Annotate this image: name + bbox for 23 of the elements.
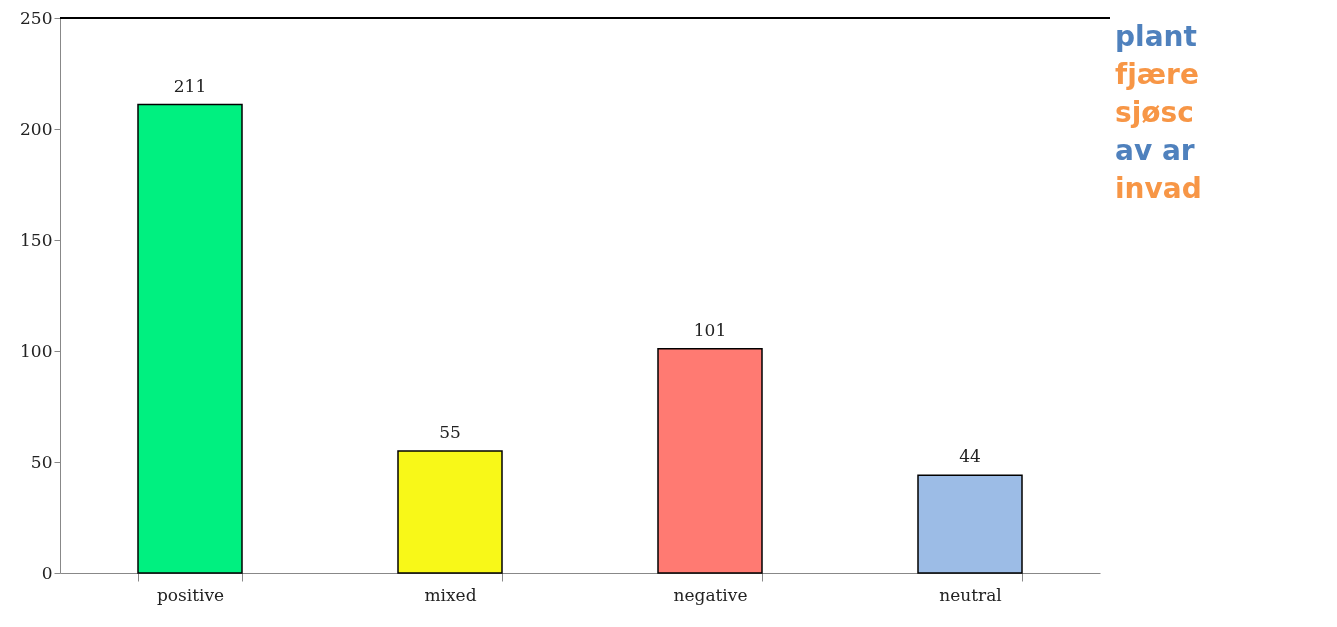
y-tick-label: 250 <box>20 7 53 28</box>
data-label: 101 <box>693 319 727 340</box>
y-tick-label: 150 <box>20 229 53 250</box>
data-label: 211 <box>173 75 207 96</box>
x-tick-label: neutral <box>939 584 1002 605</box>
y-tick-label: 200 <box>20 118 53 139</box>
text: invad <box>1115 172 1202 205</box>
text: av ar <box>1115 134 1195 167</box>
x-tick-label: mixed <box>424 584 477 605</box>
text: plant <box>1115 20 1197 53</box>
data-label: 55 <box>439 421 461 442</box>
y-tick-label: 100 <box>20 340 53 361</box>
data-label: 44 <box>959 446 981 467</box>
text: fjære <box>1115 58 1199 91</box>
bar <box>657 348 763 574</box>
bar <box>397 450 503 574</box>
x-tick-label: negative <box>673 584 748 605</box>
bar <box>137 103 243 574</box>
y-tick-label: 50 <box>30 451 53 472</box>
text: sjøsc <box>1115 96 1194 129</box>
y-tick-label: 0 <box>41 562 53 583</box>
bar <box>917 474 1023 574</box>
x-tick-label: positive <box>156 584 225 605</box>
